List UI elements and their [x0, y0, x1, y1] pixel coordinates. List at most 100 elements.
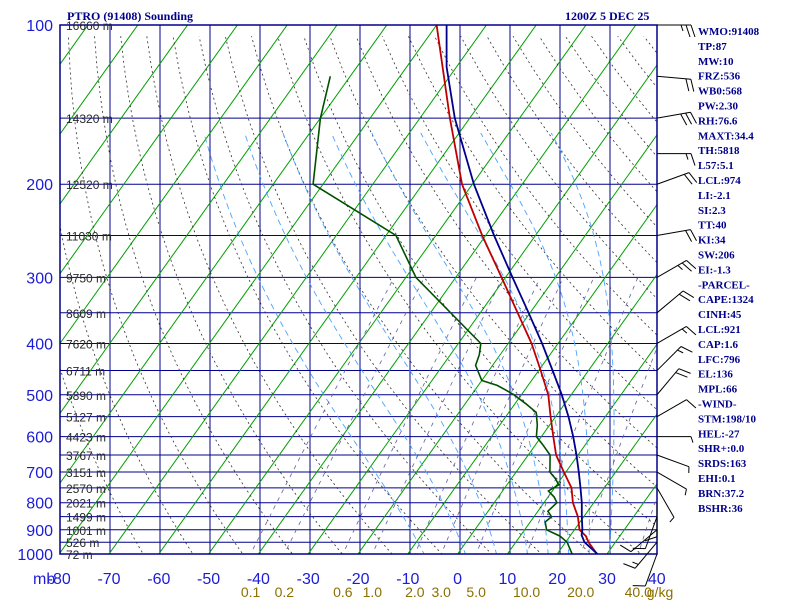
dry-adiabat: [486, 36, 657, 264]
plot-frame: [59, 24, 658, 555]
barb-staff: [656, 399, 687, 418]
pressure-tick-label: 100: [26, 18, 53, 35]
barb-flag: [623, 563, 636, 569]
parcel-trace: [445, 25, 599, 554]
barb-staff: [656, 172, 690, 185]
height-label: 1499 m: [66, 511, 106, 525]
pressure-tick-label: 300: [26, 270, 53, 287]
mixing-ratio-line: [637, 495, 657, 554]
wind-barb: [632, 553, 658, 587]
wind-barbs: [619, 24, 698, 587]
barb-staff: [656, 75, 691, 80]
dry-adiabat: [224, 36, 543, 554]
sounding-index: PW:2.30: [698, 101, 739, 113]
wind-barb: [656, 229, 697, 242]
height-label: 5127 m: [66, 411, 106, 425]
pressure-tick-label: 800: [26, 496, 53, 513]
barb-staff: [656, 326, 687, 344]
wind-barb: [656, 111, 697, 126]
sounding-index: TP:87: [698, 41, 727, 53]
dry-adiabat: [68, 36, 244, 554]
sounding-index: BRN:37.2: [698, 488, 745, 500]
moist-adiabat: [550, 132, 615, 554]
barb-flag: [644, 536, 658, 542]
height-label: 3151 m: [66, 466, 106, 480]
sounding-index: SW:206: [698, 250, 735, 262]
temperature-tick-label: -20: [346, 571, 369, 588]
mixing-ratio-line: [475, 277, 595, 554]
barb-flag: [686, 260, 697, 270]
barb-staff: [630, 529, 658, 553]
height-label: 1001 m: [66, 524, 106, 538]
height-label: 14320 m: [66, 112, 113, 126]
barb-flag: [690, 112, 697, 124]
mixing-ratio-line: [440, 277, 564, 554]
temperature-tick-label: -30: [297, 571, 320, 588]
temperature-tick-label: -10: [396, 571, 419, 588]
dry-adiabat: [172, 36, 443, 554]
height-label: 12520 m: [66, 178, 113, 192]
dewpoint-trace: [312, 76, 573, 554]
wind-barb: [657, 24, 696, 38]
wind-barb: [656, 454, 690, 473]
mixing-ratio-label: 0.6: [333, 584, 353, 600]
temperature-tick-label: 0: [453, 571, 462, 588]
barb-flag: [686, 326, 697, 336]
pressure-tick-label: 900: [26, 523, 53, 540]
wind-barb: [656, 75, 695, 92]
pressure-tick-label: 400: [26, 336, 53, 353]
dry-adiabat: [564, 35, 657, 158]
isotherm: [407, 203, 657, 554]
wind-barb: [656, 368, 691, 396]
sounding-index: EL:136: [698, 369, 733, 381]
sounding-index: SRDS:163: [698, 458, 747, 470]
isotherm: [207, 25, 587, 554]
barb-flag: [690, 79, 695, 92]
barb-flag: [680, 113, 688, 126]
wind-barb: [656, 259, 697, 278]
temperature-tick-label: 10: [499, 571, 517, 588]
height-label: 7620 m: [66, 337, 106, 351]
pressure-tick-label: 1000: [17, 547, 53, 564]
sounding-index: CAP:1.6: [698, 339, 739, 351]
isotherm: [60, 25, 238, 275]
barb-flag: [690, 24, 696, 38]
isotherm: [158, 25, 537, 554]
wind-barb: [656, 290, 695, 314]
barb-flag: [685, 78, 690, 92]
sounding-index: CINH:45: [698, 309, 742, 321]
barb-flag: [619, 544, 632, 553]
temperature-tick-label: 30: [598, 571, 616, 588]
dry-adiabat: [277, 36, 642, 554]
sounding-index: STM:198/10: [698, 413, 757, 425]
mixing-ratio-label: 0.2: [275, 584, 295, 600]
sounding-index: RH:76.6: [698, 115, 738, 127]
mixing-ratio-label: 20.0: [567, 584, 594, 600]
sounding-index: MW:10: [698, 56, 734, 68]
sounding-index: L57:5.1: [698, 160, 734, 172]
isotherm: [257, 25, 637, 554]
height-label: 72 m: [66, 548, 93, 562]
dry-adiabat: [303, 36, 657, 528]
barb-flag: [685, 24, 691, 38]
height-label: 16660 m: [66, 19, 113, 33]
height-label: 5890 m: [66, 389, 106, 403]
mixing-ratio-label: 1.0: [363, 584, 383, 600]
mixing-ratio-label: g/kg: [647, 584, 673, 600]
dry-adiabat: [381, 36, 657, 411]
sounding-index: LCL:921: [698, 324, 741, 336]
temperature-trace: [435, 25, 599, 554]
mixing-ratio-line: [371, 277, 503, 554]
temperature-tick-label: -50: [197, 571, 220, 588]
barb-staff: [656, 111, 691, 119]
temperature-tick-label: -70: [97, 571, 120, 588]
wind-barb: [644, 502, 658, 542]
wind-barb: [656, 399, 697, 418]
wind-barb: [619, 529, 658, 553]
barb-staff: [656, 368, 680, 396]
mixing-ratio-label: 5.0: [466, 584, 486, 600]
barb-flag: [678, 293, 691, 302]
wind-barb: [656, 471, 687, 496]
